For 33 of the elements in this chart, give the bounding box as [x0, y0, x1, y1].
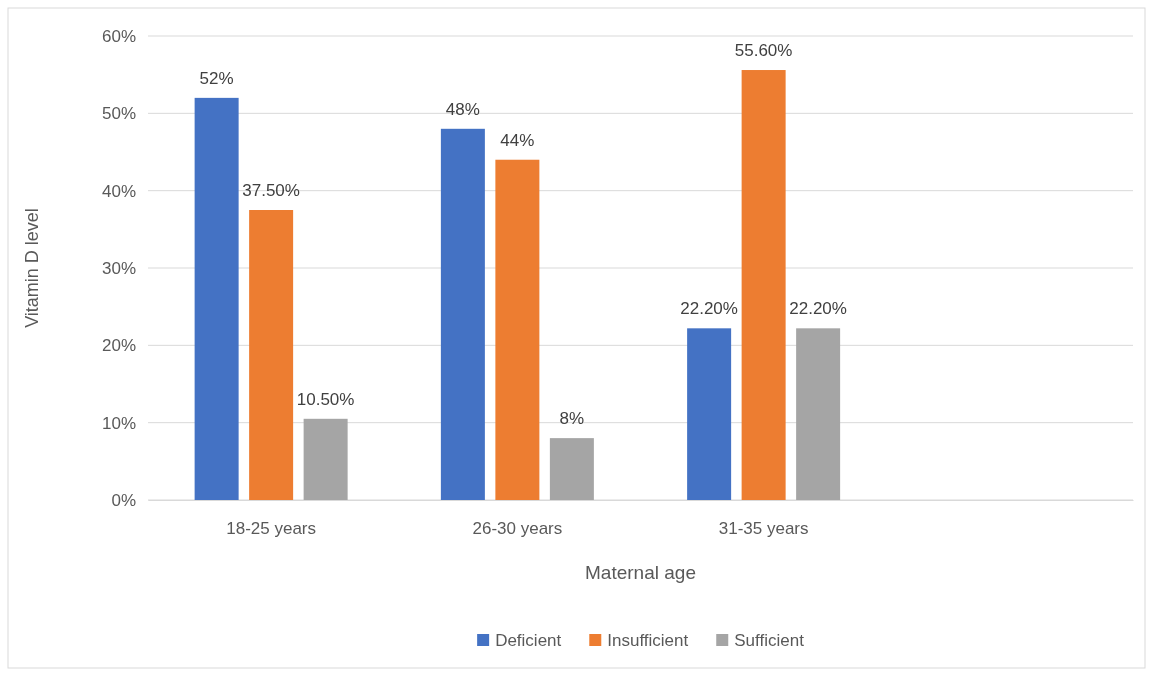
data-label: 44%	[500, 130, 535, 150]
bar	[687, 328, 732, 500]
bar	[549, 438, 594, 500]
y-tick-label: 50%	[101, 104, 136, 124]
bar	[741, 70, 786, 500]
x-axis-title: Maternal age	[585, 562, 696, 583]
data-label: 10.50%	[296, 389, 355, 409]
x-tick-label: 26-30 years	[472, 519, 563, 539]
y-tick-label: 60%	[101, 26, 136, 46]
y-tick-label: 40%	[101, 181, 136, 201]
x-tick-label: 31-35 years	[718, 519, 809, 539]
bar	[796, 328, 841, 500]
data-label: 55.60%	[734, 41, 793, 61]
data-label: 37.50%	[242, 181, 300, 200]
bar	[194, 97, 239, 500]
x-tick-label: 18-25 years	[226, 519, 317, 539]
y-tick-label: 30%	[101, 258, 136, 278]
bar	[249, 210, 294, 500]
y-tick-label: 10%	[101, 413, 136, 433]
legend-label: Deficient	[495, 631, 562, 650]
data-label: 8%	[559, 409, 585, 429]
legend-label: Sufficient	[734, 631, 805, 650]
data-label: 22.20%	[789, 299, 847, 319]
data-label: 48%	[445, 99, 480, 119]
y-tick-label: 0%	[111, 490, 136, 510]
bar	[303, 418, 348, 500]
y-axis-title: Vitamin D level	[22, 208, 42, 328]
y-tick-label: 20%	[101, 336, 136, 356]
bar	[440, 128, 485, 500]
legend-label: Insufficient	[607, 631, 689, 650]
data-label: 22.20%	[680, 299, 738, 319]
data-label: 52%	[199, 68, 234, 88]
bar	[495, 159, 540, 500]
